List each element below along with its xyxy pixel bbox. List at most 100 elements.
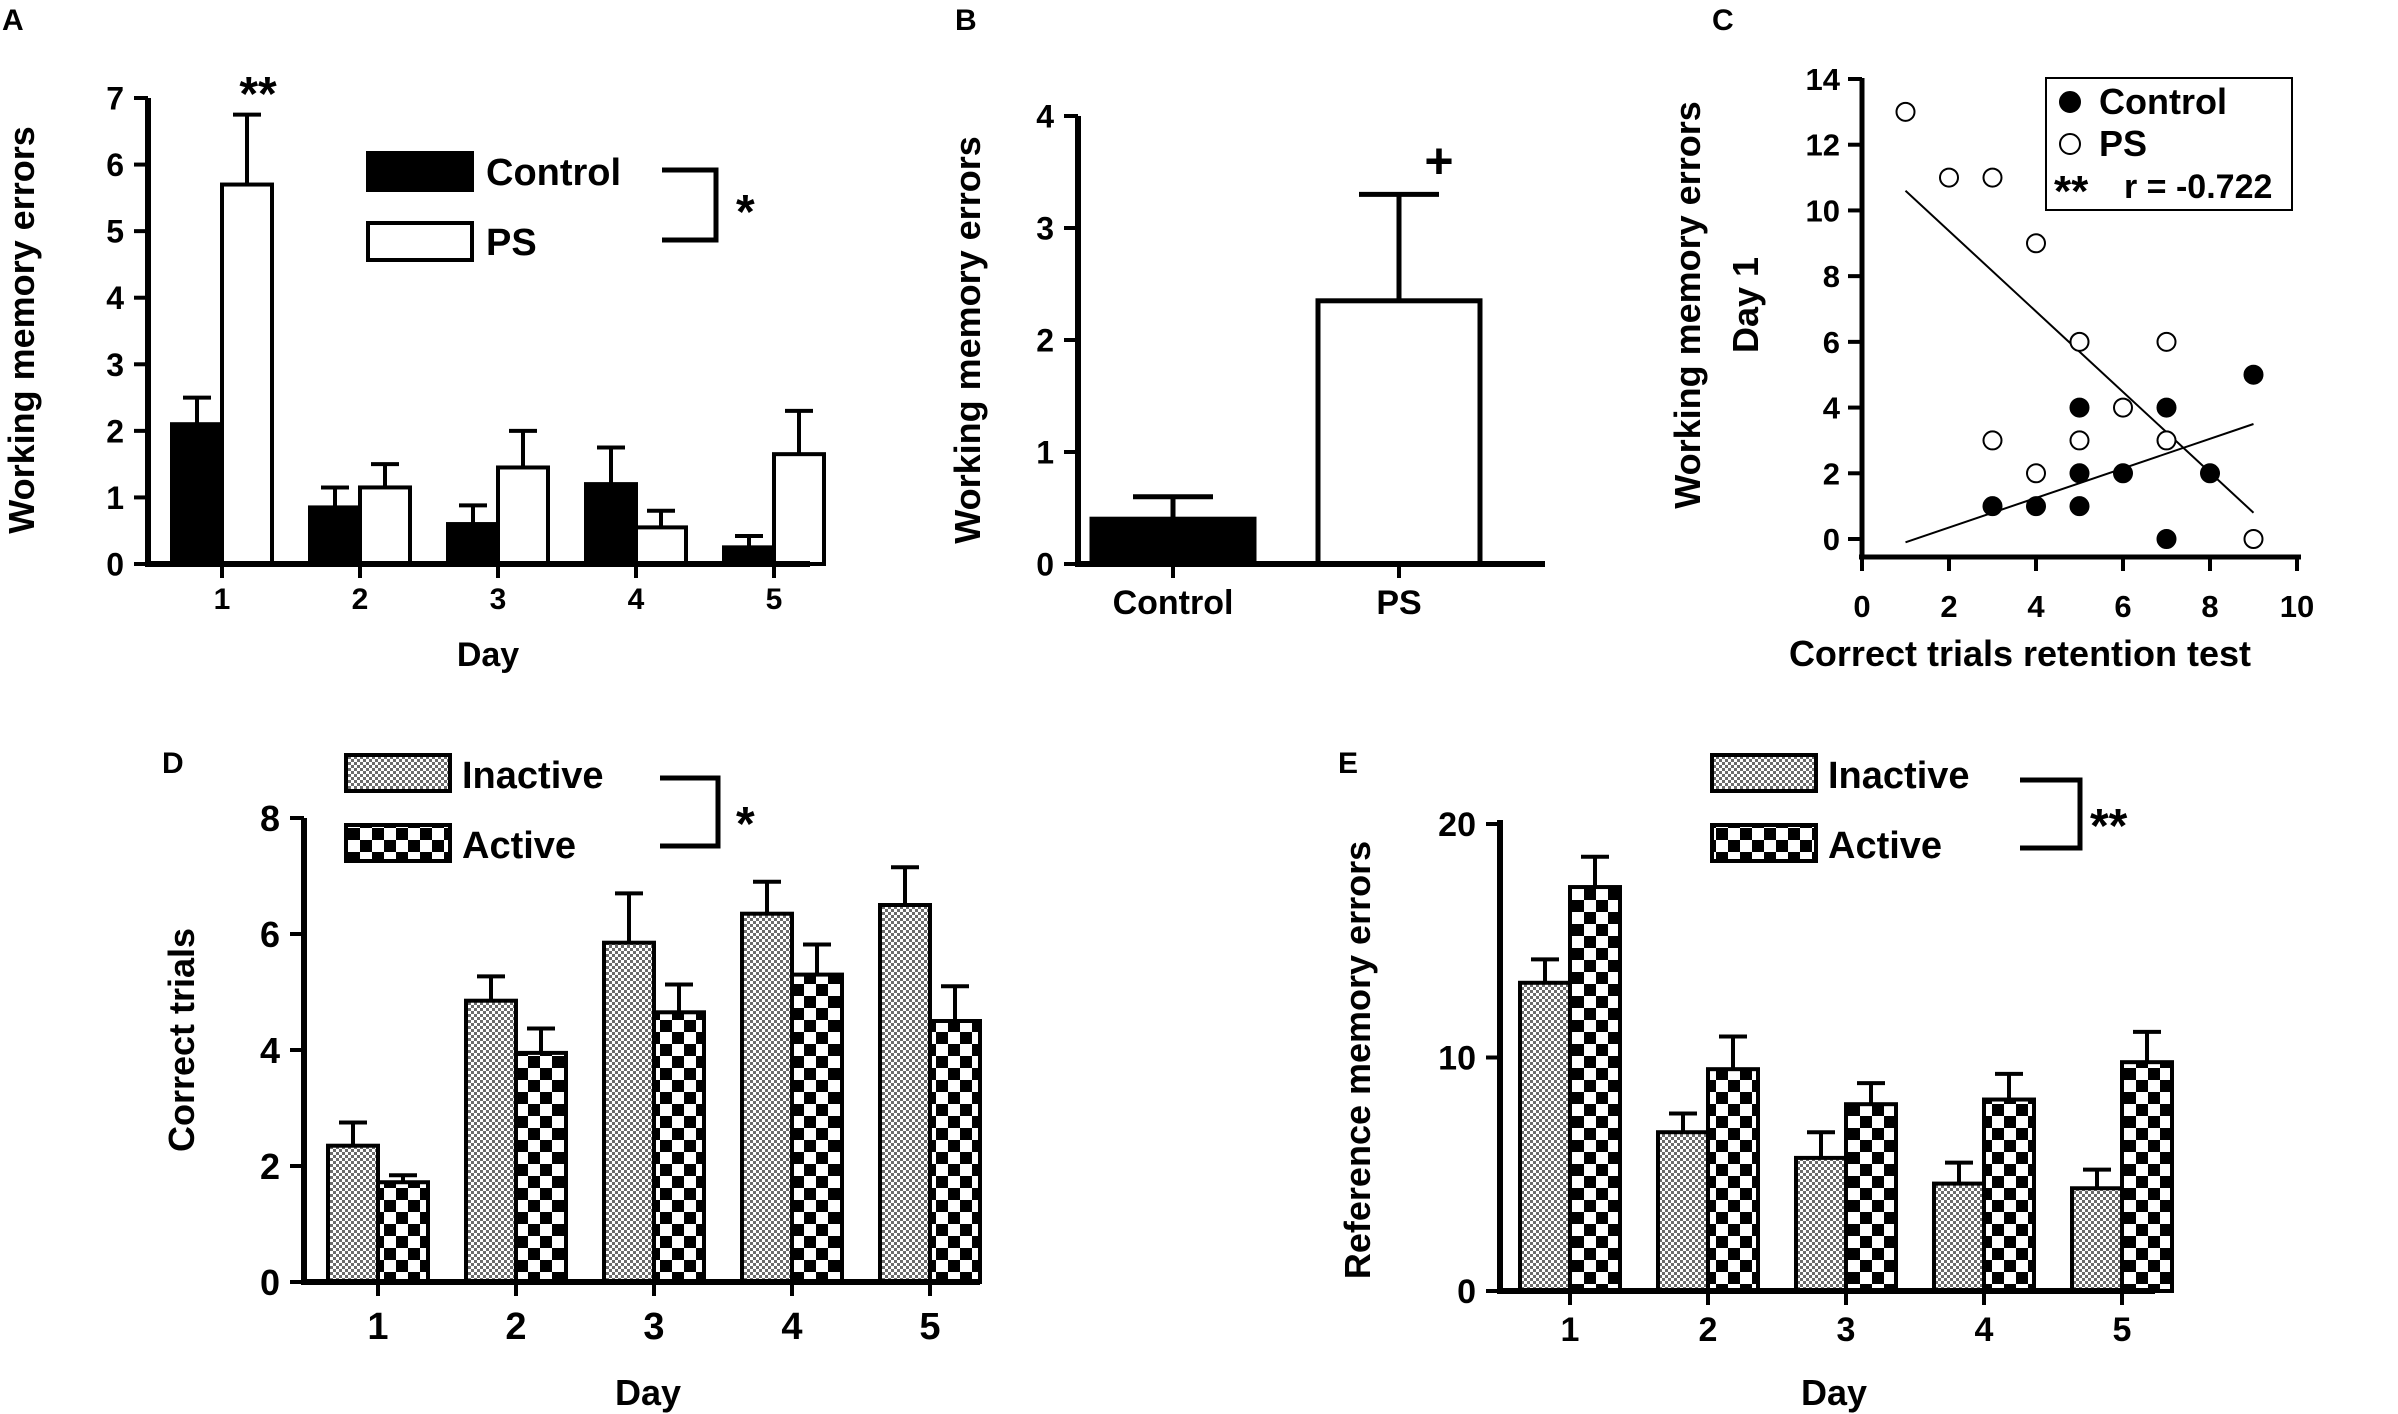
panel-e-legend-active-label: Active (1828, 825, 1942, 867)
panel-a-group-bracket (662, 167, 719, 243)
panel-a-x-axis-ticks: 1 2 3 4 5 (214, 564, 783, 616)
e-bar-active-2 (1706, 1067, 1760, 1294)
panel-b-y-tick-label-0: 0 (1036, 547, 1054, 583)
panel-c-y-tick-label-14: 14 (1806, 62, 1841, 97)
d-x-tick-label-4: 4 (781, 1306, 802, 1348)
panel-c-y-tick-label-4: 4 (1823, 391, 1841, 426)
panel-c-y-tick-label-0: 0 (1823, 522, 1840, 557)
d-bar-inactive-4 (740, 911, 794, 1284)
panel-c-y-axis-ticks: 0 2 4 6 8 10 12 14 (1806, 62, 1862, 557)
panel-a-legend-ps-swatch (366, 221, 474, 262)
d-x-tick-label-5: 5 (919, 1306, 940, 1348)
e-bar-inactive-4 (1932, 1181, 1986, 1293)
panel-c-point-ps-0 (1895, 101, 1916, 122)
panel-c-point-ps-11 (2243, 529, 2264, 549)
d-bar-active-3 (652, 1010, 706, 1284)
panel-c-point-control-9 (2243, 364, 2264, 385)
panel-d-group-significance: * (736, 798, 755, 851)
panel-c-legend-control-label: Control (2099, 81, 2227, 122)
d-bar-inactive-2 (464, 998, 518, 1284)
a-bar-ps-3 (496, 465, 550, 567)
a-bar-ps-1 (220, 182, 274, 567)
e-bar-inactive-5 (2070, 1186, 2124, 1294)
panel-e-legend-inactive-label: Inactive (1828, 755, 1970, 797)
d-bar-inactive-3 (602, 940, 656, 1284)
panel-c-point-ps-7 (2069, 430, 2090, 451)
panel-e-y-label: Reference memory errors (1337, 841, 1378, 1279)
panel-c-fit-lines (1904, 189, 2255, 544)
panel-e-reference-memory: E 0 10 20 1 2 3 4 5 Day Reference memory error… (1337, 747, 2174, 1413)
e-x-tick-label-2: 2 (1699, 1311, 1718, 1349)
panel-c-x-tick-label-4: 4 (2027, 589, 2045, 624)
panel-b-y-tick-label-2: 2 (1036, 323, 1054, 359)
panel-b-y-tick-label-3: 3 (1036, 211, 1054, 247)
a-bar-control-1 (170, 422, 224, 567)
panel-d-group-bracket (660, 775, 721, 849)
d-bar-inactive-1 (326, 1143, 380, 1284)
a-x-tick-label-5: 5 (766, 583, 783, 616)
panel-d-legend-active-swatch (344, 823, 452, 863)
panel-a-y-tick-label-7: 7 (106, 81, 124, 117)
panel-e-group-significance: ** (2090, 800, 2128, 853)
panel-a-legend-control-label: Control (486, 152, 621, 194)
panel-c-x-tick-label-10: 10 (2280, 589, 2314, 624)
d-bar-active-5 (928, 1019, 982, 1284)
panel-e-y-tick-label-20: 20 (1438, 806, 1476, 844)
panel-c-points (1895, 101, 2264, 549)
panel-d-bars (326, 865, 982, 1285)
panel-c-y-tick-label-8: 8 (1823, 259, 1840, 294)
panel-c-point-ps-6 (2069, 331, 2090, 352)
panel-e-group-bracket (2020, 777, 2083, 851)
panel-e-x-label: Day (1801, 1372, 1867, 1413)
panel-e-legend-active-swatch (1710, 823, 1818, 863)
panel-c-legend-ps-label: PS (2099, 123, 2147, 164)
panel-a-letter: A (2, 4, 24, 37)
panel-c-x-label: Correct trials retention test (1789, 633, 2251, 674)
panel-d-x-label: Day (615, 1372, 681, 1413)
panel-b-x-tick-label-control: Control (1113, 584, 1234, 622)
a-bar-ps-4 (634, 525, 688, 567)
panel-c-x-axis-ticks: 0 2 4 6 8 10 (1853, 557, 2314, 624)
panel-a-legend-control-swatch (366, 151, 474, 192)
panel-c-y-tick-label-12: 12 (1806, 128, 1840, 163)
panel-a-y-tick-label-5: 5 (106, 214, 124, 250)
e-bar-active-4 (1982, 1097, 2036, 1294)
panel-c-point-ps-5 (2026, 463, 2046, 484)
panel-c-y-label-line1: Working memory errors (1667, 101, 1708, 508)
panel-a-y-tick-label-6: 6 (106, 147, 124, 183)
panel-e-y-axis-ticks: 0 10 20 (1438, 806, 1500, 1311)
panel-a-y-tick-label-1: 1 (106, 480, 124, 516)
panel-b-y-axis-ticks: 0 1 2 3 4 (1036, 99, 1078, 583)
e-bar-inactive-2 (1656, 1130, 1710, 1293)
panel-a-y-tick-label-2: 2 (106, 413, 124, 449)
panel-b-bar-ps (1315, 298, 1483, 567)
d-x-tick-label-1: 1 (367, 1306, 388, 1348)
panel-c-y-label-line2: Day 1 (1725, 257, 1766, 353)
d-x-tick-label-2: 2 (505, 1306, 526, 1348)
a-bar-control-3 (446, 522, 500, 566)
panel-c-point-ps-9 (2156, 331, 2177, 352)
panel-b-letter: B (955, 4, 977, 37)
panel-c-correlation-stars: ** (2054, 167, 2089, 216)
panel-c-point-ps-8 (2113, 397, 2133, 418)
panel-b-bar-control (1089, 516, 1257, 567)
panel-c-point-control-8 (2200, 463, 2220, 484)
panel-d-y-label: Correct trials (161, 928, 202, 1152)
panel-c-legend-control-marker (2059, 91, 2081, 113)
panel-c-point-control-3 (2069, 463, 2090, 484)
e-x-tick-label-1: 1 (1561, 1311, 1580, 1349)
panel-c-point-control-5 (2113, 463, 2133, 484)
panel-a-working-memory-by-day: A 0 1 2 3 4 5 6 7 1 2 3 4 5 Day Working memory erro… (1, 4, 826, 674)
panel-d-y-tick-label-4: 4 (260, 1030, 280, 1071)
panel-e-y-tick-label-0: 0 (1457, 1273, 1476, 1311)
panel-e-y-tick-label-10: 10 (1438, 1040, 1476, 1078)
a-bar-ps-5 (772, 452, 826, 566)
e-bar-active-5 (2120, 1060, 2174, 1294)
a-x-tick-label-4: 4 (628, 583, 645, 616)
panel-d-correct-trials: D 0 2 4 6 8 1 2 3 4 5 Day Correct trials Inactiv… (161, 747, 982, 1413)
panel-c-point-ps-2 (1982, 167, 2003, 188)
panel-c-x-tick-label-8: 8 (2201, 589, 2218, 624)
panel-c-point-control-0 (1982, 496, 2003, 517)
